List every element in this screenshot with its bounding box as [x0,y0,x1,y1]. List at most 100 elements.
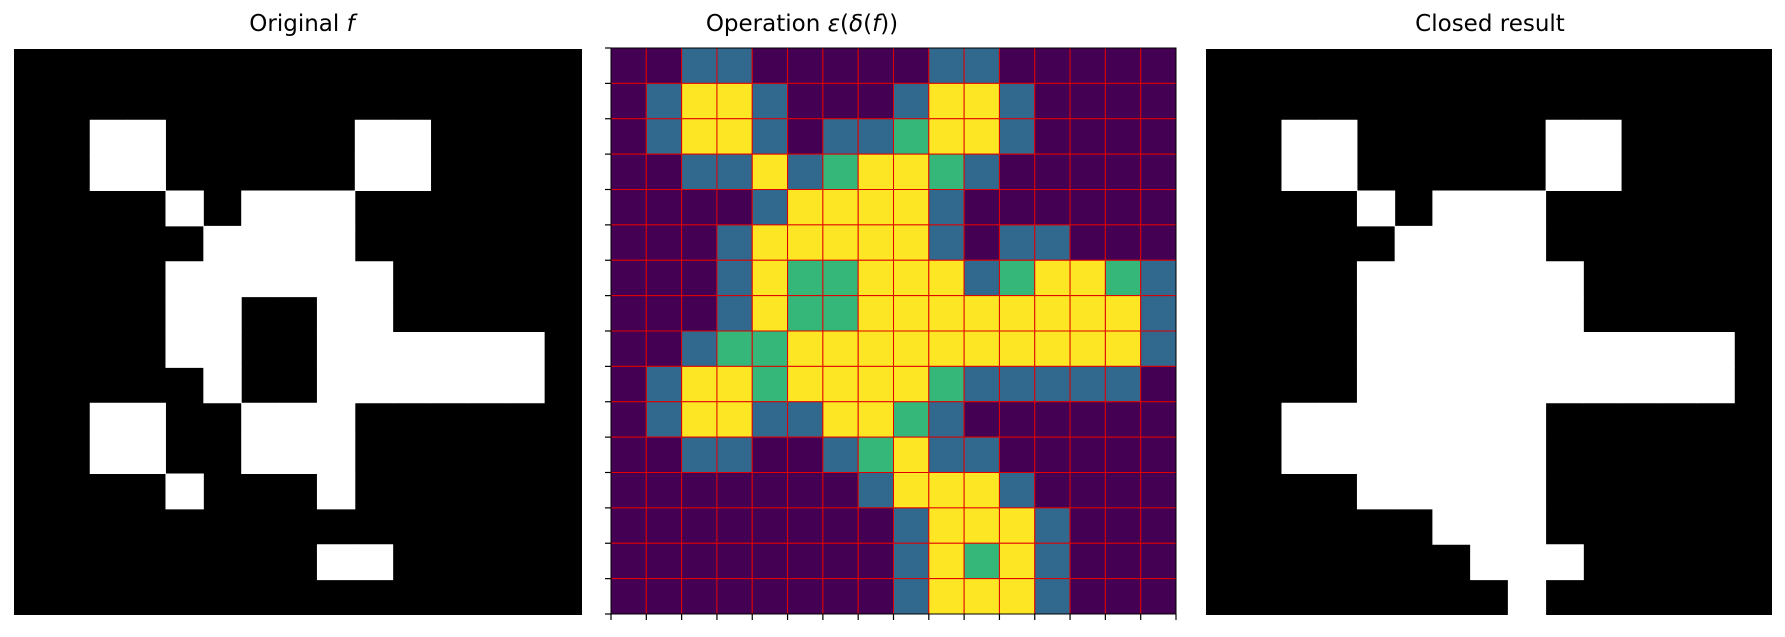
operation-cell [716,189,753,226]
closed-result-pixel [1281,155,1320,191]
original-f-pixel [127,438,166,474]
original-f-pixel [430,332,469,368]
operation-cell [822,330,859,367]
closed-result-pixel [1507,225,1547,262]
original-f-pixel [354,119,394,156]
operation-cell [610,436,647,473]
operation-cell [857,507,894,544]
original-f-pixel [316,438,356,474]
operation-cell [751,259,789,297]
operation-cell [787,401,824,438]
operation-cell [928,330,965,367]
operation-cell [928,189,965,226]
operation-cell [928,472,965,509]
operation-cell [822,259,859,297]
operation-cell [610,401,647,438]
operation-cell [893,365,930,403]
operation-cell [857,578,894,615]
original-f-pixel [316,473,356,510]
operation-cell [681,189,718,226]
operation-cell [610,224,647,261]
original-f-pixel [203,332,242,368]
operation-cell [751,365,789,403]
operation-cell [1034,82,1071,120]
operation-cell [681,578,718,615]
operation-cell [1034,365,1071,403]
operation-cell [893,47,930,84]
operation-cell [1140,295,1177,332]
operation-cell [787,47,824,84]
operation-cell [787,224,824,261]
operation-cell [822,224,859,261]
closed-result-pixel [1394,367,1433,404]
closed-result-pixel [1545,332,1584,368]
closed-result-pixel [1507,579,1547,616]
operation-cell [1034,330,1071,367]
operation-cell [1104,153,1142,190]
operation-cell [681,153,718,190]
operation-cell [928,578,965,615]
operation-cell [1140,224,1177,261]
original-f-pixel [165,190,204,227]
closed-result-pixel [1356,332,1396,368]
closed-result-pixel [1281,402,1320,439]
original-f-pixel [279,402,318,439]
closed-result-pixel [1658,332,1698,368]
original-f-pixel [241,438,280,474]
closed-result-pixel [1394,402,1433,439]
operation-cell [610,47,647,84]
operation-cell [1104,118,1142,155]
operation-cell [1034,47,1071,84]
closed-result-pixel [1507,367,1547,404]
closed-result-pixel [1394,225,1433,262]
operation-cell [681,472,718,509]
original-f-pixel [241,225,280,262]
operation-cell [998,330,1036,367]
closed-result-pixel [1621,367,1660,404]
operation-cell [857,189,894,226]
closed-result-pixel [1507,473,1547,510]
operation-cell [893,472,930,509]
operation-cell [998,153,1036,190]
operation-cell [857,82,894,120]
operation-cell [787,507,824,544]
original-f-pixel [316,367,356,404]
original-f-pixel [89,155,129,191]
original-f-pixel [316,261,356,298]
original-f-pixel [279,438,318,474]
operation-cell [681,295,718,332]
operation-cell [998,542,1036,580]
operation-cell [963,295,1000,332]
operation-cell [1140,189,1177,226]
middle-panel-title: Operation ε(δ(f)) [612,10,992,38]
original-f-pixel [354,155,394,191]
original-f-pixel [392,332,432,368]
operation-cell [716,578,753,615]
operation-cell [822,436,859,473]
operation-cell [1140,507,1177,544]
operation-cell [893,401,930,438]
operation-cell [787,365,824,403]
operation-cell [1034,578,1071,615]
operation-cell [716,436,753,473]
middle-title-eps: ε [827,11,841,37]
closed-result-pixel [1319,155,1358,191]
operation-cell [998,295,1036,332]
operation-cell [1104,295,1142,332]
operation-cell [787,472,824,509]
operation-cell [822,189,859,226]
operation-cell [928,436,965,473]
operation-cell [893,153,930,190]
operation-cell [1069,507,1106,544]
closed-result-pixel [1394,473,1433,510]
right-title-text: Closed result [1415,11,1565,37]
operation-cell [1069,224,1106,261]
closed-result-pixel [1432,261,1471,298]
operation-cell [751,330,789,367]
operation-cell [1140,47,1177,84]
operation-cell [893,542,930,580]
operation-cell [645,436,683,473]
left-title-text: Original [249,11,347,37]
operation-cell [928,118,965,155]
